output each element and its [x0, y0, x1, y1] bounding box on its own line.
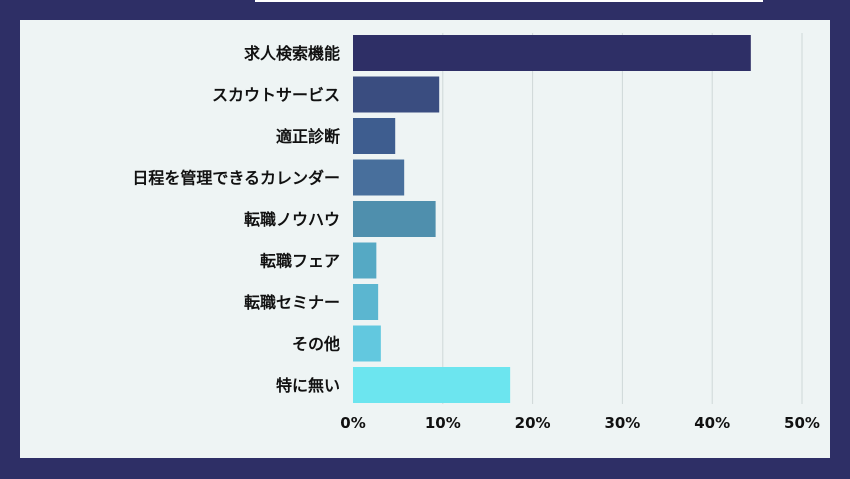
- category-label: 転職フェア: [260, 252, 340, 271]
- category-label: 求人検索機能: [244, 44, 340, 63]
- bar: [353, 35, 751, 71]
- top-accent-strip: [255, 0, 763, 2]
- category-label: 適正診断: [276, 127, 340, 146]
- x-tick-label: 40%: [694, 414, 730, 432]
- bar: [353, 118, 396, 154]
- category-label: 転職ノウハウ: [244, 210, 340, 229]
- category-label: その他: [292, 335, 340, 354]
- bar: [353, 242, 377, 279]
- category-labels: 求人検索機能スカウトサービス適正診断日程を管理できるカレンダー転職ノウハウ転職フ…: [132, 44, 340, 395]
- bar: [353, 325, 381, 362]
- category-label: スカウトサービス: [212, 86, 340, 105]
- category-label: 日程を管理できるカレンダー: [132, 169, 340, 188]
- x-tick-label: 30%: [604, 414, 640, 432]
- bars: [353, 35, 751, 403]
- x-tick-label: 0%: [340, 414, 365, 432]
- grid-lines: [442, 33, 803, 404]
- x-tick-label: 10%: [425, 414, 461, 432]
- category-label: 転職セミナー: [244, 293, 340, 312]
- tick-labels: 0% 10% 20% 30% 40% 50%: [340, 414, 820, 432]
- bar: [353, 159, 405, 196]
- bar: [353, 201, 436, 237]
- x-tick-label: 50%: [784, 414, 820, 432]
- category-label: 特に無い: [276, 376, 340, 395]
- bar: [353, 76, 440, 113]
- bar: [353, 284, 379, 320]
- x-tick-label: 20%: [515, 414, 551, 432]
- bar: [353, 367, 511, 403]
